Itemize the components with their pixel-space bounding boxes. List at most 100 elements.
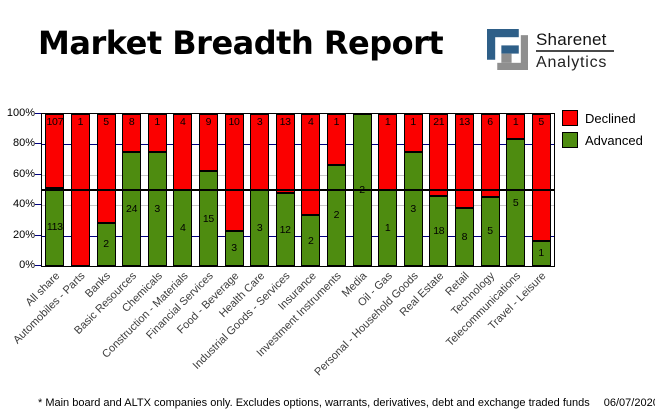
y-tick-label: 100% (6, 107, 35, 119)
y-tick-label: 80% (12, 137, 35, 150)
advanced-segment: 3 (224, 230, 244, 266)
advanced-count-label: 2 (103, 238, 109, 251)
legend-row-advanced: Advanced (562, 132, 643, 148)
advanced-segment: 3 (147, 152, 167, 266)
y-tick-label: 40% (12, 198, 35, 211)
y-tick-mark (35, 204, 41, 206)
declined-count-label: 10 (228, 116, 240, 128)
declined-count-label: 107 (46, 116, 64, 128)
declined-count-label: 4 (308, 116, 314, 128)
declined-count-label: 13 (458, 116, 470, 128)
declined-count-label: 13 (279, 116, 291, 128)
advanced-segment: 24 (122, 152, 142, 266)
advanced-count-label: 4 (180, 222, 186, 234)
advanced-count-label: 8 (461, 231, 468, 244)
advanced-count-label: 1 (384, 222, 391, 234)
advanced-count-label: 18 (433, 224, 445, 237)
declined-count-label: 1 (384, 116, 391, 128)
advanced-segment: 2 (96, 222, 116, 266)
footnote: * Main board and ALTX companies only. Ex… (38, 397, 590, 409)
y-tick-mark (35, 113, 41, 114)
advanced-count-label: 3 (256, 222, 263, 234)
y-tick-mark (35, 234, 41, 236)
advanced-segment: 8 (454, 208, 474, 266)
declined-segment: 1 (326, 114, 346, 165)
gridline-60 (42, 174, 554, 176)
declined-segment: 3 (250, 114, 270, 190)
report-date: 06/07/2020 (603, 397, 655, 409)
declined-segment: 1 (403, 114, 423, 152)
advanced-count-label: 24 (126, 203, 138, 215)
bar-financial-services: 9 15 (198, 114, 218, 266)
advanced-count-label: 12 (279, 223, 291, 236)
declined-count-label: 21 (433, 116, 445, 128)
declined-segment: 1 (147, 114, 167, 152)
advanced-segment: 2 (326, 164, 346, 266)
sharenet-logo: Sharenet Analytics (487, 29, 614, 72)
declined-count-label: 1 (154, 116, 160, 128)
sharenet-logo-icon (487, 29, 528, 70)
declined-segment: 4 (173, 114, 193, 190)
bar-all-share: 107 113 (45, 114, 65, 266)
declined-segment: 9 (198, 114, 218, 171)
declined-segment: 4 (301, 114, 321, 216)
advanced-segment: 1 (378, 190, 398, 266)
y-tick-mark (35, 173, 41, 175)
chart-plot-area: 1071131528241344915103331312421221113211… (41, 113, 555, 267)
advanced-segment: 2 (301, 215, 321, 266)
advanced-count-label: 113 (46, 220, 63, 233)
gridline-20 (42, 235, 554, 237)
advanced-count-label: 15 (202, 212, 214, 225)
advanced-count-label: 3 (231, 242, 237, 255)
declined-count-label: 5 (103, 116, 109, 128)
logo-line-analytics: Analytics (536, 54, 608, 71)
footer: * Main board and ALTX companies only. Ex… (38, 397, 655, 409)
declined-segment: 107 (45, 114, 65, 188)
logo-line-sharenet: Sharenet (536, 30, 607, 49)
bar-real-estate: 21 18 (429, 114, 449, 266)
declined-segment: 13 (454, 114, 474, 209)
declined-segment: 6 (480, 114, 500, 197)
advanced-count-label: 2 (308, 234, 314, 247)
declined-segment: 21 (429, 114, 449, 196)
legend-label-declined: Declined (585, 110, 636, 126)
advanced-segment: 15 (198, 171, 218, 266)
advanced-segment: 5 (480, 196, 500, 266)
declined-count-label: 1 (77, 116, 84, 128)
bar-retail: 13 8 (454, 114, 474, 266)
bar-basic-resources: 8 24 (122, 114, 142, 266)
advanced-segment: 3 (403, 152, 423, 266)
bar-food-beverage: 10 3 (224, 114, 244, 266)
declined-segment: 1 (378, 114, 398, 190)
advanced-segment: 1 (531, 240, 551, 266)
legend-swatch-declined (562, 110, 578, 126)
advanced-segment: 5 (506, 139, 526, 266)
declined-count-label: 8 (128, 116, 135, 128)
advanced-segment: 113 (45, 187, 65, 266)
logo-divider (536, 50, 614, 52)
declined-count-label: 5 (538, 116, 544, 128)
y-tick-mark (35, 265, 41, 266)
bar-industrial-goods-services: 13 12 (275, 114, 295, 266)
declined-segment: 10 (224, 114, 244, 231)
declined-count-label: 4 (180, 116, 186, 128)
advanced-count-label: 2 (333, 209, 340, 222)
declined-count-label: 9 (205, 116, 212, 128)
declined-segment: 13 (275, 114, 295, 194)
y-tick-label: 60% (12, 167, 35, 180)
legend-row-declined: Declined (562, 110, 643, 126)
advanced-segment: 18 (429, 195, 449, 266)
sharenet-logo-text: Sharenet Analytics (536, 29, 614, 72)
declined-segment: 5 (96, 114, 116, 223)
advanced-count-label: 5 (487, 225, 493, 238)
y-tick-label: 0% (19, 259, 35, 271)
declined-count-label: 1 (410, 116, 416, 128)
legend-label-advanced: Advanced (585, 132, 643, 148)
declined-count-label: 3 (256, 116, 263, 128)
